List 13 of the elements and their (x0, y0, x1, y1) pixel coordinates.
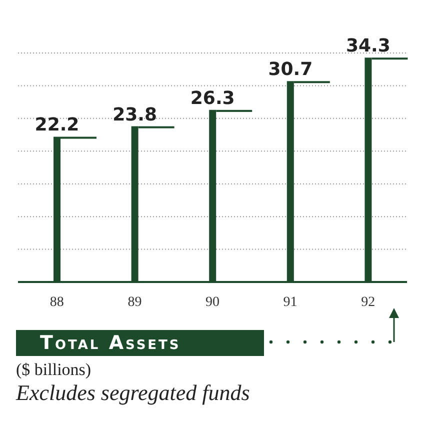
x-tick-label: 89 (128, 294, 142, 310)
data-label: 26.3 (190, 88, 235, 109)
x-tick-label: 88 (50, 294, 64, 310)
text: Total Assets (16, 330, 264, 356)
x-tick-label: 91 (283, 294, 298, 310)
data-label: 23.8 (112, 104, 158, 126)
data-label: 22.2 (34, 114, 80, 136)
x-tick-label: 92 (361, 294, 376, 310)
text: ($ billions) (15, 360, 92, 380)
text: Excludes segregated funds (14, 380, 251, 406)
data-label: 30.7 (268, 59, 313, 80)
x-tick-label: 90 (206, 294, 220, 310)
data-label: 34.3 (346, 36, 390, 57)
